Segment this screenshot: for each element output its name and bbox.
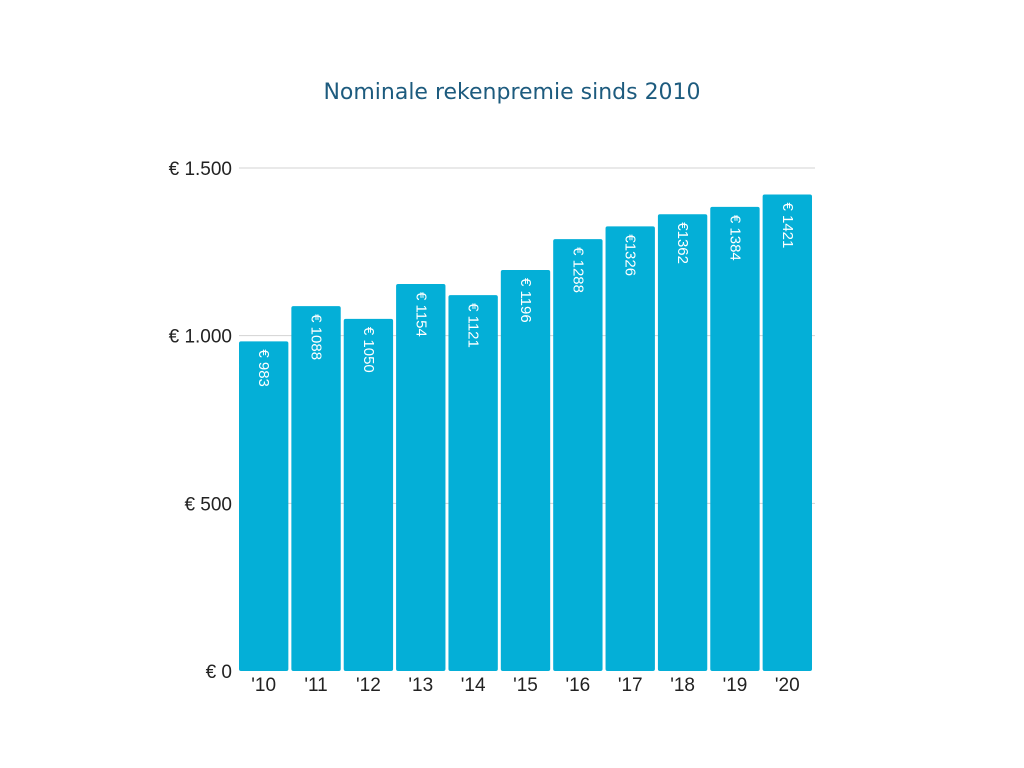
x-tick-label: '10 — [251, 675, 276, 696]
y-tick-label: € 500 — [184, 494, 232, 515]
x-tick-label: '15 — [513, 675, 538, 696]
x-tick-label: '12 — [356, 675, 381, 696]
data-label: € 1384 — [726, 215, 743, 261]
x-tick-label: '13 — [408, 675, 433, 696]
data-label: € 1421 — [779, 202, 796, 248]
x-tick-label: '17 — [618, 675, 643, 696]
data-label: € 1196 — [517, 278, 534, 323]
bar — [448, 295, 498, 671]
x-tick-label: '16 — [565, 675, 590, 696]
bar — [396, 284, 446, 671]
data-label: € 1121 — [465, 303, 482, 348]
bar — [605, 226, 655, 671]
data-label: € 1088 — [308, 314, 325, 360]
data-label: € 983 — [255, 349, 272, 387]
bar — [343, 318, 394, 671]
bar — [291, 306, 341, 671]
data-label: € 1154 — [412, 292, 429, 337]
y-tick-label: € 0 — [206, 662, 232, 683]
bar-layer: € 983 € 1088 € 1050 € 1154 € 1121 € 1196 € 128… — [239, 194, 812, 671]
data-label: € 1050 — [360, 327, 377, 373]
x-axis: '10 '11 '12 '13 '14 '15 '16 '17 '18 '19 '20 — [251, 675, 799, 696]
y-axis: € 0 € 500 € 1.000 € 1.500 — [169, 159, 232, 683]
bar — [710, 206, 760, 671]
x-tick-label: '18 — [670, 675, 695, 696]
y-tick-label: € 1.000 — [169, 327, 232, 348]
bar — [239, 341, 289, 671]
data-label: €1362 — [674, 222, 691, 264]
bar — [553, 239, 603, 671]
data-label: €1326 — [622, 234, 639, 276]
data-label: € 1288 — [569, 247, 586, 293]
bar — [762, 194, 812, 671]
x-tick-label: '19 — [723, 675, 748, 696]
x-tick-label: '20 — [775, 675, 800, 696]
bar — [500, 269, 551, 671]
bar — [657, 214, 708, 671]
x-tick-label: '11 — [304, 675, 327, 696]
chart-title: Nominale rekenpremie sinds 2010 — [323, 80, 700, 105]
y-tick-label: € 1.500 — [169, 159, 232, 180]
x-tick-label: '14 — [461, 675, 486, 696]
